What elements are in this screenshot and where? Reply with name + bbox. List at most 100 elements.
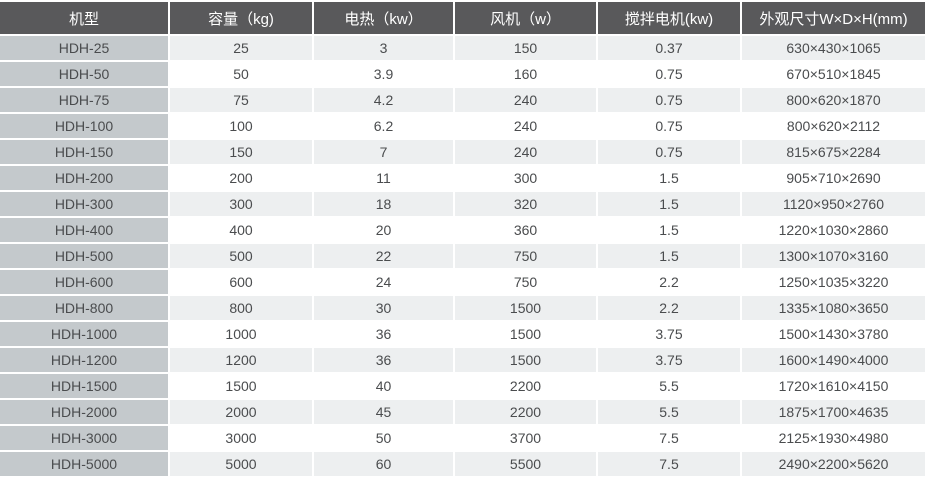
heating-cell: 20 [314,218,453,242]
capacity-cell: 500 [170,244,312,268]
fan-cell: 1500 [455,296,596,320]
capacity-cell: 1200 [170,348,312,372]
table-row: HDH-300 300 18 320 1.5 1120×950×2760 [0,192,925,216]
spec-table-body: HDH-25 25 3 150 0.37 630×430×1065 HDH-50 50 3.9 1… [0,36,925,476]
dimensions-cell: 2125×1930×4980 [742,426,925,450]
table-row: HDH-150 150 7 240 0.75 815×675×2284 [0,140,925,164]
dimensions-cell: 1250×1035×3220 [742,270,925,294]
table-row: HDH-75 75 4.2 240 0.75 800×620×1870 [0,88,925,112]
capacity-cell: 600 [170,270,312,294]
fan-cell: 5500 [455,452,596,476]
fan-cell: 1500 [455,322,596,346]
mixer-motor-cell: 1.5 [598,192,740,216]
table-row: HDH-200 200 11 300 1.5 905×710×2690 [0,166,925,190]
dimensions-cell: 1300×1070×3160 [742,244,925,268]
dimensions-cell: 1335×1080×3650 [742,296,925,320]
capacity-cell: 5000 [170,452,312,476]
table-row: HDH-1200 1200 36 1500 3.75 1600×1490×4000 [0,348,925,372]
capacity-cell: 1500 [170,374,312,398]
dimensions-cell: 1600×1490×4000 [742,348,925,372]
capacity-cell: 800 [170,296,312,320]
fan-cell: 150 [455,36,596,60]
table-row: HDH-1000 1000 36 1500 3.75 1500×1430×3780 [0,322,925,346]
heating-cell: 4.2 [314,88,453,112]
dimensions-cell: 670×510×1845 [742,62,925,86]
capacity-cell: 25 [170,36,312,60]
fan-cell: 2200 [455,374,596,398]
mixer-motor-cell: 7.5 [598,426,740,450]
mixer-motor-cell: 0.75 [598,62,740,86]
heating-cell: 7 [314,140,453,164]
dimensions-cell: 1720×1610×4150 [742,374,925,398]
capacity-cell: 2000 [170,400,312,424]
table-row: HDH-1500 1500 40 2200 5.5 1720×1610×4150 [0,374,925,398]
dimensions-cell: 2490×2200×5620 [742,452,925,476]
dimensions-cell: 1120×950×2760 [742,192,925,216]
dimensions-cell: 815×675×2284 [742,140,925,164]
mixer-motor-cell: 1.5 [598,244,740,268]
heating-cell: 18 [314,192,453,216]
mixer-motor-cell: 0.75 [598,114,740,138]
capacity-cell: 1000 [170,322,312,346]
col-header-heating: 电热（kw） [314,2,453,34]
model-cell: HDH-100 [0,114,168,138]
model-cell: HDH-3000 [0,426,168,450]
col-header-capacity: 容量（kg) [170,2,312,34]
table-row: HDH-500 500 22 750 1.5 1300×1070×3160 [0,244,925,268]
dimensions-cell: 905×710×2690 [742,166,925,190]
model-cell: HDH-25 [0,36,168,60]
mixer-motor-cell: 5.5 [598,400,740,424]
col-header-model: 机型 [0,2,168,34]
fan-cell: 300 [455,166,596,190]
table-row: HDH-800 800 30 1500 2.2 1335×1080×3650 [0,296,925,320]
mixer-motor-cell: 3.75 [598,348,740,372]
heating-cell: 3.9 [314,62,453,86]
model-cell: HDH-600 [0,270,168,294]
heating-cell: 11 [314,166,453,190]
model-cell: HDH-5000 [0,452,168,476]
model-cell: HDH-400 [0,218,168,242]
col-header-mixer-motor: 搅拌电机(kw) [598,2,740,34]
model-cell: HDH-300 [0,192,168,216]
table-row: HDH-50 50 3.9 160 0.75 670×510×1845 [0,62,925,86]
col-header-fan: 风机（w） [455,2,596,34]
heating-cell: 50 [314,426,453,450]
heating-cell: 36 [314,322,453,346]
heating-cell: 60 [314,452,453,476]
fan-cell: 240 [455,88,596,112]
heating-cell: 36 [314,348,453,372]
heating-cell: 22 [314,244,453,268]
table-row: HDH-600 600 24 750 2.2 1250×1035×3220 [0,270,925,294]
heating-cell: 24 [314,270,453,294]
fan-cell: 360 [455,218,596,242]
model-cell: HDH-2000 [0,400,168,424]
mixer-motor-cell: 7.5 [598,452,740,476]
model-cell: HDH-50 [0,62,168,86]
capacity-cell: 400 [170,218,312,242]
mixer-motor-cell: 0.37 [598,36,740,60]
capacity-cell: 3000 [170,426,312,450]
dimensions-cell: 800×620×1870 [742,88,925,112]
dimensions-cell: 800×620×2112 [742,114,925,138]
model-cell: HDH-150 [0,140,168,164]
heating-cell: 45 [314,400,453,424]
mixer-motor-cell: 1.5 [598,166,740,190]
fan-cell: 750 [455,270,596,294]
model-cell: HDH-1500 [0,374,168,398]
col-header-dimensions: 外观尺寸W×D×H(mm) [742,2,925,34]
table-row: HDH-25 25 3 150 0.37 630×430×1065 [0,36,925,60]
mixer-motor-cell: 2.2 [598,270,740,294]
model-cell: HDH-500 [0,244,168,268]
fan-cell: 750 [455,244,596,268]
fan-cell: 240 [455,114,596,138]
capacity-cell: 50 [170,62,312,86]
dimensions-cell: 630×430×1065 [742,36,925,60]
capacity-cell: 75 [170,88,312,112]
model-cell: HDH-1200 [0,348,168,372]
fan-cell: 1500 [455,348,596,372]
heating-cell: 40 [314,374,453,398]
model-cell: HDH-1000 [0,322,168,346]
table-row: HDH-400 400 20 360 1.5 1220×1030×2860 [0,218,925,242]
mixer-motor-cell: 1.5 [598,218,740,242]
